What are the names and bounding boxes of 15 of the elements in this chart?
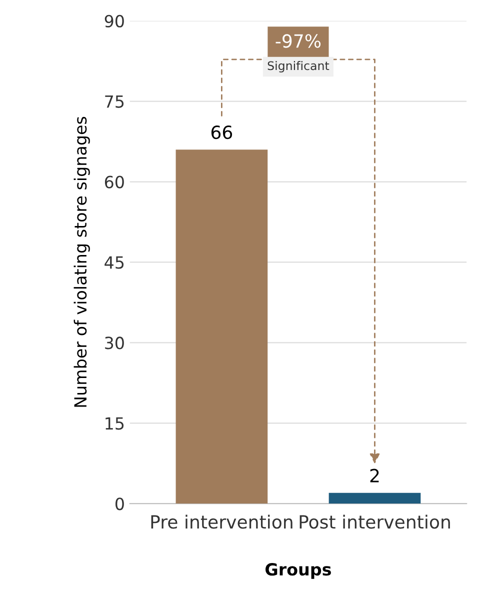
y-tick-label: 15 [106, 417, 124, 430]
y-tick-label: 90 [104, 14, 124, 28]
y-tick-label: 60 [104, 176, 124, 188]
y-tick-label: 30 [105, 336, 124, 350]
y-tick-label: 0 [116, 498, 124, 510]
x-tick-label: Post intervention [300, 514, 450, 529]
data-label: 2 [370, 468, 379, 482]
x-tick-label: Pre intervention [151, 514, 292, 529]
y-tick-label: 75 [105, 96, 124, 108]
data-label: 66 [211, 125, 232, 140]
y-axis-title: Number of violating store signages [74, 116, 90, 407]
y-tick-label: 45 [104, 256, 124, 269]
annotation: Significant [268, 61, 330, 72]
x-axis-title: Groups [266, 563, 331, 579]
annotation: -97% [276, 34, 321, 48]
